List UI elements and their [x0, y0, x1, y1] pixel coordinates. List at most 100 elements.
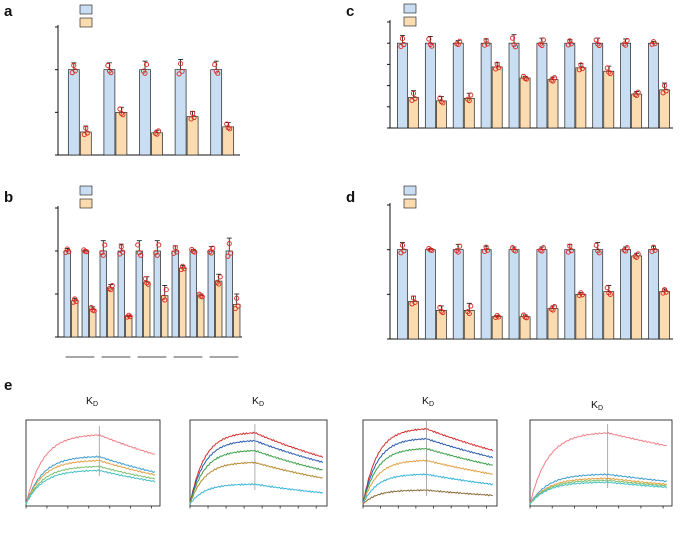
bar-veroe6cd147: [603, 70, 615, 129]
data-point: [595, 41, 601, 47]
data-point: [399, 36, 405, 42]
data-point: [652, 247, 658, 253]
bar-igg: [508, 249, 520, 340]
data-point: [84, 249, 90, 255]
data-point: [127, 314, 133, 320]
panel-letter-d: d: [346, 189, 355, 206]
data-point: [524, 76, 530, 82]
kd-subscript: D: [429, 401, 434, 408]
bar-meplazumab: [89, 309, 97, 338]
sensorgram-curve: [362, 473, 494, 505]
data-point: [429, 247, 435, 253]
data-point: [91, 308, 97, 314]
kd-value: KD: [86, 395, 98, 408]
bar-veroe6cd147: [659, 89, 670, 129]
panel-d: d: [346, 185, 673, 340]
data-point: [172, 245, 178, 251]
bar-meplazumab: [71, 300, 79, 338]
bar-veroe6: [424, 42, 436, 129]
kd-value: KD: [422, 395, 434, 408]
data-point: [401, 41, 407, 48]
data-point: [191, 114, 197, 121]
bar-igg: [207, 250, 215, 338]
bar-meplazumab: [107, 287, 115, 338]
sensorgram-curve: [529, 477, 667, 504]
data-point: [235, 303, 241, 309]
data-point: [539, 42, 545, 49]
data-point: [109, 283, 115, 289]
data-point: [135, 242, 141, 248]
bar-meplazumab: [436, 310, 447, 340]
bar-igg: [63, 250, 71, 338]
bar-veroe6: [480, 42, 492, 129]
bar-meplazumab: [519, 316, 531, 340]
data-point: [454, 248, 460, 254]
data-point: [482, 248, 488, 255]
data-point: [551, 304, 558, 310]
bar-veroe6cd147: [519, 77, 531, 129]
data-point: [100, 252, 106, 258]
data-point: [412, 96, 418, 102]
legend-swatch: [403, 3, 417, 14]
data-point: [73, 298, 79, 304]
data-point: [120, 112, 126, 118]
data-point: [232, 306, 238, 312]
data-point: [117, 106, 123, 112]
bar-igg: [620, 249, 632, 340]
data-point: [118, 244, 124, 250]
bar-meplazumab: [179, 267, 187, 338]
data-point: [537, 41, 543, 47]
data-point: [88, 304, 94, 311]
bar-veroe6: [139, 69, 151, 156]
bar-igg: [564, 249, 576, 340]
panel-a: a: [4, 3, 240, 156]
data-point: [512, 44, 519, 50]
data-point: [99, 250, 105, 256]
data-point: [174, 249, 180, 255]
data-point: [663, 88, 669, 94]
bar-meplazumab: [631, 255, 643, 340]
data-point: [496, 65, 502, 71]
data-point: [509, 35, 516, 41]
bar-igg: [536, 249, 548, 340]
data-point: [466, 310, 472, 317]
data-point: [565, 249, 571, 255]
data-point: [466, 98, 472, 104]
data-point: [604, 285, 610, 291]
data-point: [540, 37, 546, 43]
sensorgram-curve: [362, 437, 494, 504]
data-point: [512, 248, 519, 254]
data-point: [142, 70, 148, 76]
bar-veroe6: [67, 69, 80, 156]
data-point: [217, 274, 223, 280]
data-point: [607, 70, 613, 77]
bar-meplazumab: [491, 316, 503, 340]
data-point: [154, 252, 160, 258]
data-point: [108, 70, 114, 76]
bar-veroe6: [564, 42, 576, 129]
sensorgram-curve: [529, 479, 667, 505]
data-point: [468, 92, 474, 98]
panel-letter-c: c: [346, 3, 354, 20]
sensorgram-curve: [25, 433, 156, 505]
bar-veroe6: [174, 69, 187, 156]
data-point: [120, 249, 126, 255]
data-point: [216, 281, 222, 287]
data-point: [176, 71, 182, 77]
data-point: [162, 297, 168, 303]
data-point: [623, 42, 629, 48]
sensorgram-curve: [25, 465, 156, 505]
data-point: [71, 62, 77, 69]
data-point: [440, 100, 446, 106]
bar-igg: [480, 249, 492, 340]
data-point: [179, 68, 185, 74]
bar-veroe6: [648, 42, 659, 129]
sensorgram-curve: [189, 431, 324, 505]
data-point: [635, 251, 641, 257]
data-point: [144, 280, 150, 286]
data-point: [228, 250, 234, 256]
bar-meplazumab: [143, 281, 151, 338]
data-point: [606, 69, 612, 75]
data-point: [225, 253, 231, 259]
